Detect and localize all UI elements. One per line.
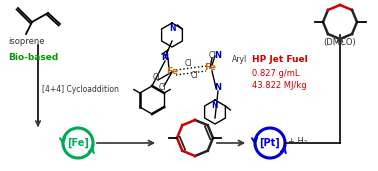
Text: 43.822 MJ/kg: 43.822 MJ/kg [252, 82, 307, 90]
Text: N: N [161, 54, 169, 62]
Text: [Fe]: [Fe] [67, 138, 89, 148]
Text: N: N [169, 24, 175, 33]
Text: Cl: Cl [184, 60, 192, 69]
Text: Aryl: Aryl [232, 56, 247, 64]
Text: N: N [212, 101, 218, 110]
Text: 0.827 g/mL: 0.827 g/mL [252, 69, 299, 78]
Text: + H₂: + H₂ [288, 136, 307, 146]
Text: Fe: Fe [166, 68, 178, 76]
Text: Fe: Fe [204, 63, 216, 73]
Text: HP Jet Fuel: HP Jet Fuel [252, 56, 308, 64]
Text: Bio-based: Bio-based [8, 54, 58, 62]
Text: Cl: Cl [208, 50, 216, 60]
Text: N: N [214, 51, 222, 61]
Text: Cl: Cl [158, 83, 166, 93]
Text: [Pt]: [Pt] [260, 138, 280, 148]
Text: Cl: Cl [152, 74, 160, 82]
Text: Cl: Cl [190, 71, 198, 81]
Text: [4+4] Cycloaddition: [4+4] Cycloaddition [42, 86, 119, 95]
Text: isoprene: isoprene [8, 37, 45, 47]
Text: (DMCO): (DMCO) [324, 38, 356, 48]
Text: N: N [214, 83, 222, 93]
